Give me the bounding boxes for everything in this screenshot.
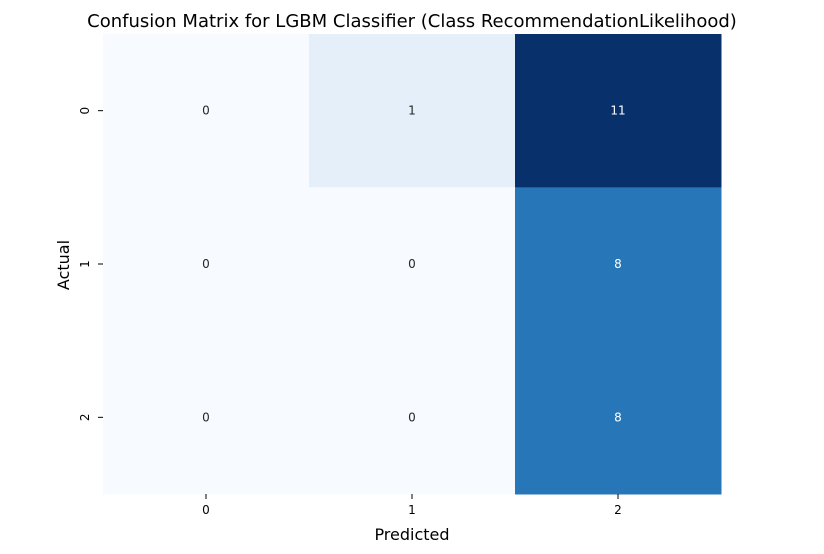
chart-title: Confusion Matrix for LGBM Classifier (Cl… bbox=[87, 11, 737, 32]
y-axis-label: Actual bbox=[54, 240, 73, 290]
heatmap-cell-labels: 0 1 110 0 80 0 8 bbox=[202, 104, 625, 425]
cell-value-r2-c0: 0 bbox=[202, 410, 210, 424]
cell-value-r1-c1: 0 bbox=[408, 257, 416, 271]
heatmap-cell-r0-c1 bbox=[309, 34, 516, 188]
heatmap-cells bbox=[103, 34, 722, 495]
x-tick-label-0: 0 bbox=[202, 503, 210, 517]
cell-value-r1-c0: 0 bbox=[202, 257, 210, 271]
y-tick-label-1: 1 bbox=[78, 260, 92, 268]
x-axis-ticks: 0 1 2 bbox=[202, 494, 622, 517]
cell-value-r2-c2: 8 bbox=[614, 410, 622, 424]
y-tick-label-0: 0 bbox=[78, 107, 92, 115]
cell-value-r0-c2: 11 bbox=[610, 104, 625, 118]
heatmap-cell-r2-c0 bbox=[103, 340, 310, 495]
y-axis-ticks: 0 1 2 bbox=[78, 107, 103, 421]
x-tick-label-2: 2 bbox=[614, 503, 622, 517]
cell-value-r0-c0: 0 bbox=[202, 104, 210, 118]
heatmap-cell-r1-c0 bbox=[103, 187, 310, 342]
cell-value-r1-c2: 8 bbox=[614, 257, 622, 271]
x-axis-label: Predicted bbox=[374, 525, 449, 544]
heatmap-cell-r1-c2 bbox=[515, 187, 722, 342]
heatmap-cell-r2-c2 bbox=[515, 340, 722, 495]
heatmap-cell-r0-c2 bbox=[515, 34, 722, 188]
cell-value-r2-c1: 0 bbox=[408, 410, 416, 424]
y-tick-label-2: 2 bbox=[78, 414, 92, 422]
x-tick-label-1: 1 bbox=[408, 503, 416, 517]
heatmap-cell-r1-c1 bbox=[309, 187, 516, 342]
heatmap-cell-r2-c1 bbox=[309, 340, 516, 495]
heatmap-cell-r0-c0 bbox=[103, 34, 310, 188]
cell-value-r0-c1: 1 bbox=[408, 104, 416, 118]
